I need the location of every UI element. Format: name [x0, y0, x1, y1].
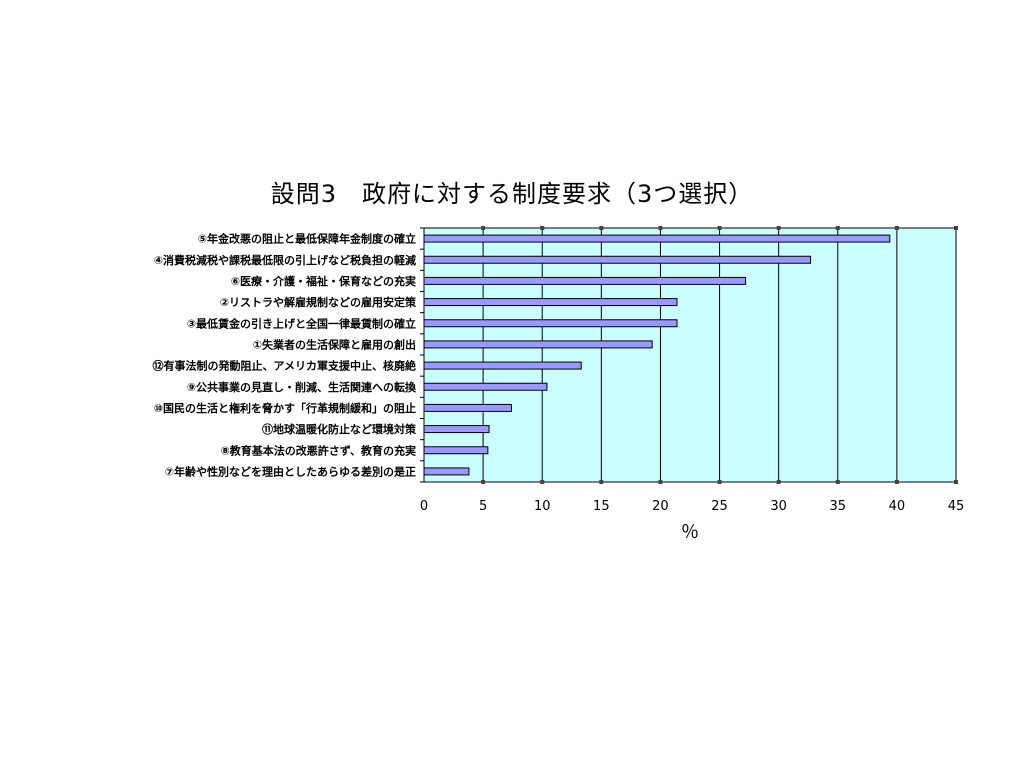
category-label: ⑫有事法制の発動阻止、アメリカ軍支援中止、核廃絶	[153, 359, 416, 373]
category-label: ③最低賃金の引き上げと全国一律最賃制の確立	[187, 316, 416, 330]
gridline-marker	[717, 480, 722, 484]
bar	[423, 255, 812, 264]
bar	[423, 298, 678, 307]
gridline-marker	[540, 480, 545, 484]
gridline-marker	[776, 226, 781, 230]
x-tick-label: 5	[479, 499, 487, 514]
category-label: ⑥医療・介護・福祉・保育などの充実	[231, 274, 416, 288]
x-tick-label: 15	[593, 499, 610, 514]
category-label: ⑩国民の生活と権利を脅かす「行革規制緩和」の阻止	[154, 401, 416, 415]
bar	[423, 446, 489, 455]
category-label: ②リストラや解雇規制などの雇用安定策	[220, 295, 417, 309]
gridline-marker	[954, 226, 958, 230]
gridline-marker	[540, 226, 545, 230]
category-label: ⑤年金改悪の阻止と最低保障年金制度の確立	[198, 232, 416, 246]
gridline-marker	[658, 226, 663, 230]
x-tick-label: 20	[652, 499, 669, 514]
gridline-marker	[717, 226, 722, 230]
gridline-marker	[658, 480, 663, 484]
x-tick-label: 40	[889, 499, 906, 514]
bar	[423, 361, 582, 370]
bar	[423, 403, 512, 412]
bar	[423, 234, 891, 243]
x-axis-ticks: 0 5 10 15 20 25 30 35 40 45	[420, 499, 964, 514]
x-tick-label: 0	[420, 499, 428, 514]
category-label: ⑪地球温暖化防止など環境対策	[262, 422, 417, 436]
x-tick-label: 35	[830, 499, 847, 514]
bar	[423, 276, 747, 285]
x-tick-label: 30	[770, 499, 787, 514]
chart-title: 設問3 政府に対する制度要求（3つ選択）	[270, 180, 754, 208]
x-tick-label: 45	[948, 499, 965, 514]
gridline-marker	[481, 226, 486, 230]
bar	[423, 467, 470, 476]
gridline-marker	[835, 226, 840, 230]
gridline-marker	[894, 480, 899, 484]
category-label: ④消費税減税や課税最低限の引上げなど税負担の軽減	[154, 253, 416, 267]
bar	[423, 319, 678, 328]
gridlines	[420, 226, 958, 484]
x-tick-label: 25	[711, 499, 728, 514]
category-label: ⑦年齢や性別などを理由としたあらゆる差別の是正	[165, 464, 416, 478]
bars	[423, 234, 891, 476]
gridline-marker	[599, 480, 604, 484]
category-label: ①失業者の生活保障と雇用の創出	[253, 337, 416, 351]
gridline-marker	[954, 480, 958, 484]
x-tick-label: 10	[534, 499, 551, 514]
gridline-marker	[894, 226, 899, 230]
gridline-marker	[835, 480, 840, 484]
gridline-marker	[776, 480, 781, 484]
category-labels: ⑤年金改悪の阻止と最低保障年金制度の確立 ④消費税減税や課税最低限の引上げなど税負…	[153, 232, 417, 479]
category-label: ⑧教育基本法の改悪許さず、教育の充実	[220, 443, 416, 457]
gridline-marker	[599, 226, 604, 230]
gridline-marker	[481, 480, 486, 484]
x-axis-title: ％	[681, 522, 699, 543]
plot-area	[423, 227, 957, 483]
bar	[423, 382, 548, 391]
bar	[423, 425, 490, 434]
bar	[423, 340, 653, 349]
category-label: ⑨公共事業の見直し・削減、生活関連への転換	[187, 380, 417, 394]
